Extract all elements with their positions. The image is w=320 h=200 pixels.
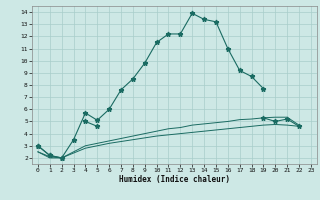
X-axis label: Humidex (Indice chaleur): Humidex (Indice chaleur) bbox=[119, 175, 230, 184]
